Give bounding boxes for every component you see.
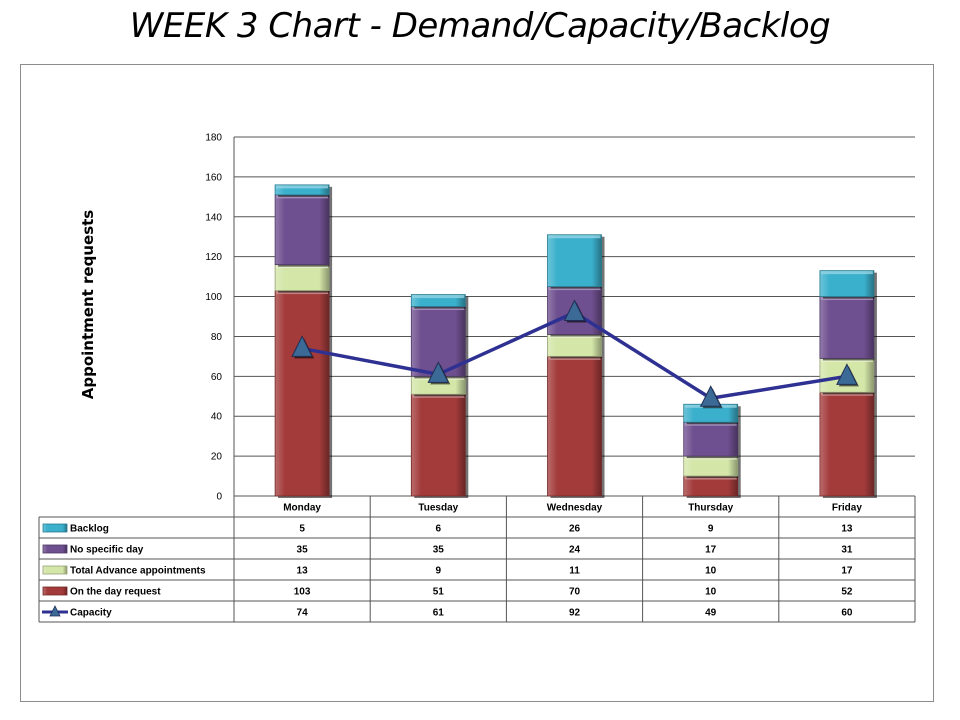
x-category-label: Tuesday xyxy=(418,503,458,514)
y-tick-label: 160 xyxy=(205,172,222,183)
capacity-marker xyxy=(427,361,450,383)
bar-segment xyxy=(274,194,330,266)
legend-key xyxy=(42,523,68,533)
data-table-cell: 10 xyxy=(705,566,717,577)
bar-highlight xyxy=(412,295,465,299)
bar-segment xyxy=(819,391,875,497)
legend-key xyxy=(42,544,68,554)
data-table-cell: 5 xyxy=(299,524,305,535)
legend-key-marker xyxy=(49,605,61,617)
y-tick-label: 100 xyxy=(205,292,222,303)
data-table-cell: 61 xyxy=(433,608,445,619)
data-table-cell: 70 xyxy=(569,587,581,598)
y-tick-label: 80 xyxy=(211,332,223,343)
bar-segment xyxy=(274,290,330,497)
data-table-cell: 35 xyxy=(297,545,309,556)
data-table-cell: 17 xyxy=(841,566,853,577)
bar-highlight xyxy=(276,185,329,189)
capacity-marker xyxy=(699,385,722,407)
bar-segment xyxy=(274,264,330,291)
bar-segment xyxy=(547,234,602,287)
y-tick-label: 140 xyxy=(205,212,222,223)
legend-key xyxy=(42,586,68,596)
data-table-cell: 11 xyxy=(569,566,580,577)
x-category-label: Wednesday xyxy=(547,503,603,514)
bar-segment xyxy=(274,184,330,196)
data-table-cell: 74 xyxy=(297,608,309,619)
data-table-cell: 35 xyxy=(433,545,445,556)
chart-frame: 0 20 40 60 80 100 120 140 160 180 Appointment requ… xyxy=(20,64,934,702)
data-table-cell: 49 xyxy=(705,608,717,619)
data-table-cell: 9 xyxy=(708,524,714,535)
bar-highlight xyxy=(820,271,873,275)
legend-entry: Backlog xyxy=(70,524,109,535)
data-table-cell: 13 xyxy=(841,524,853,535)
bar-highlight xyxy=(548,235,601,239)
y-tick-label: 120 xyxy=(205,252,222,263)
bar-segment xyxy=(547,355,602,497)
data-table-cell: 60 xyxy=(841,608,853,619)
x-category-label: Friday xyxy=(832,503,862,514)
bar-segment xyxy=(410,393,466,497)
bar-highlight xyxy=(548,334,601,338)
y-tick-label: 0 xyxy=(216,492,222,503)
chart-svg: 0 20 40 60 80 100 120 140 160 180 Appointment requ… xyxy=(38,133,916,623)
bar-segment xyxy=(819,296,875,359)
x-category-label: Monday xyxy=(283,503,321,514)
legend-entry: Capacity xyxy=(70,608,112,619)
capacity-marker xyxy=(563,299,586,322)
data-table-cell: 9 xyxy=(436,566,442,577)
data-table-cell: 6 xyxy=(436,524,442,535)
slide-title: WEEK 3 Chart - Demand/Capacity/Backlog xyxy=(129,6,831,46)
y-tick-label: 20 xyxy=(211,452,223,463)
data-table-cell: 51 xyxy=(433,587,445,598)
data-table-cell: 92 xyxy=(569,608,581,619)
legend-entry: Total Advance appointments xyxy=(70,566,206,577)
y-axis-title: Appointment requests xyxy=(79,210,97,400)
legend-entry: On the day request xyxy=(70,587,161,598)
data-table-cell: 26 xyxy=(569,524,581,535)
legend-key xyxy=(42,565,68,575)
bar-segment xyxy=(410,294,466,307)
bar-segment xyxy=(683,421,739,457)
y-tick-label: 180 xyxy=(205,133,222,144)
data-table-cell: 103 xyxy=(294,587,311,598)
y-tick-label: 40 xyxy=(211,412,223,423)
data-table-cell: 13 xyxy=(297,566,309,577)
data-table-cell: 31 xyxy=(841,545,853,556)
data-table-cell: 17 xyxy=(705,545,717,556)
capacity-marker xyxy=(291,335,313,357)
data-table-cell: 24 xyxy=(569,545,581,556)
x-category-label: Thursday xyxy=(688,503,733,514)
data-table-cell: 52 xyxy=(841,587,853,598)
y-tick-label: 60 xyxy=(211,372,223,383)
data-table-cell: 10 xyxy=(705,587,717,598)
capacity-marker xyxy=(836,363,858,385)
bar-segment xyxy=(819,270,875,297)
legend-entry: No specific day xyxy=(70,545,144,556)
